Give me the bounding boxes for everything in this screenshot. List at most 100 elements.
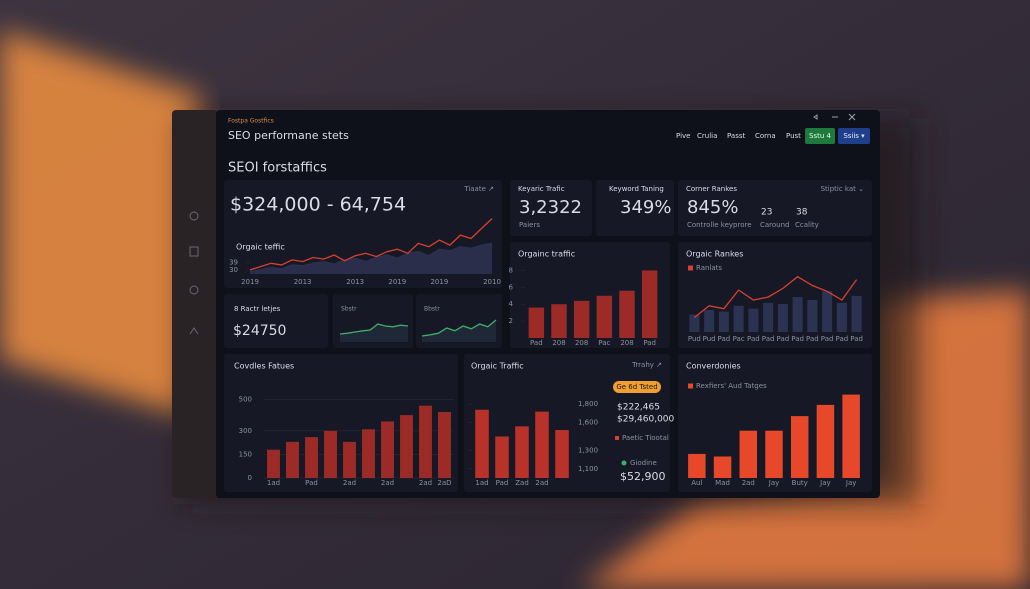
bar: [851, 295, 862, 332]
chart-title: Bbstr: [424, 306, 440, 313]
x-tick-label: Pad: [305, 479, 318, 487]
chart-title: Covdles Fatues: [234, 362, 294, 371]
window-controls[interactable]: [813, 113, 856, 121]
bar: [381, 421, 394, 478]
x-tick-label: Pad: [718, 335, 731, 343]
x-tick-label: 2013: [346, 278, 364, 286]
kpi-note: Paiers: [519, 221, 540, 229]
legend-label: Rexfiers' Aud Tatges: [696, 382, 767, 390]
nav-button[interactable]: Passt: [727, 132, 745, 140]
kpi-label: Keyword Taning: [609, 185, 664, 193]
select-button-label[interactable]: Ssiis ▾: [843, 132, 865, 140]
x-tick-label: 2010: [483, 278, 501, 286]
y-tick-label: 300: [239, 427, 252, 435]
x-tick-label: Pad: [777, 335, 790, 343]
y-tick-label: 150: [239, 450, 252, 458]
side-value: $52,900: [620, 470, 666, 483]
chart-title: Orgainc traffic: [518, 250, 575, 259]
nav-button[interactable]: Pust: [786, 132, 801, 140]
x-tick-label: 2013: [294, 278, 312, 286]
kpi-value: 349%: [620, 197, 671, 218]
kpi-value: 23: [761, 208, 772, 218]
x-tick-label: 2019: [388, 278, 406, 286]
bar: [324, 430, 337, 478]
x-tick-label: Pad: [836, 335, 849, 343]
x-tick-label: Mad: [715, 479, 730, 487]
bar: [739, 430, 758, 478]
bar: [515, 426, 529, 478]
bar: [790, 416, 809, 478]
kpi-label: Keyaric Trafic: [518, 185, 565, 193]
line: [421, 319, 497, 337]
x-tick-label: 2ad: [381, 479, 394, 487]
x-tick-label: Pad: [643, 339, 656, 347]
nav-button[interactable]: Crulia: [697, 132, 717, 140]
sidebar-icons: [189, 211, 199, 335]
x-tick-label: Zad: [515, 479, 529, 487]
x-tick-label: Pad: [791, 335, 804, 343]
x-tick-label: Pad: [821, 335, 834, 343]
legend-swatch: [688, 265, 693, 271]
y-tick-label: 8: [509, 266, 513, 274]
kpi-label: Corner Rankes: [686, 185, 737, 193]
bar: [535, 411, 549, 478]
light-shaft: [0, 30, 200, 420]
chart-title: Sbstr: [341, 306, 357, 313]
area: [340, 324, 408, 342]
kpi-value: 3,2322: [519, 197, 582, 218]
page-title: SEO performane stets: [228, 129, 349, 142]
x-tick-label: 1ad: [475, 479, 488, 487]
x-tick-label: 208: [620, 339, 633, 347]
bar: [763, 302, 774, 332]
x-tick-label: Buty: [792, 479, 808, 487]
bar: [842, 394, 860, 478]
x-tick-label: Pad: [806, 335, 819, 343]
x-tick-label: 2ad: [535, 479, 548, 487]
legend-swatch: [621, 460, 627, 466]
bar: [807, 300, 818, 332]
y-tick-label: 0: [248, 474, 252, 482]
x-tick-label: Pac: [598, 339, 610, 347]
bar: [688, 453, 706, 478]
y-tick-label: 30: [229, 266, 238, 274]
chart-title: Converdonies: [686, 362, 741, 371]
x-tick-label: Jay: [845, 479, 857, 487]
legend-swatch: [688, 383, 693, 389]
primary-button-label[interactable]: Sstu 4: [809, 132, 831, 140]
line: [249, 242, 493, 273]
x-tick-label: 1ad: [267, 479, 280, 487]
eyebrow: Fostpa Gostfics: [228, 118, 274, 125]
line: [693, 275, 858, 319]
bar: [419, 405, 432, 478]
x-tick-label: Jay: [768, 479, 780, 487]
x-tick-label: 2019: [430, 278, 448, 286]
area: [250, 243, 492, 274]
link[interactable]: Trrahy ↗: [631, 361, 662, 369]
chart-title: Orgaic Traffic: [471, 362, 524, 371]
primary-button[interactable]: [805, 128, 835, 144]
bar: [305, 437, 318, 478]
x-tick-label: 2ad: [343, 479, 356, 487]
side-legend: Giodine: [630, 459, 657, 467]
x-tick-label: Pud: [688, 335, 701, 343]
bar: [573, 300, 590, 338]
y-tick-label: 39: [229, 258, 238, 266]
filter[interactable]: Stiptic kat ⌄: [821, 185, 864, 193]
bar: [765, 430, 783, 478]
side-value: $29,460,000: [617, 415, 675, 425]
y-tick-label: 1,300: [578, 446, 598, 454]
x-tick-label: 2aD: [437, 479, 451, 487]
bar: [718, 311, 729, 332]
select-button[interactable]: [838, 128, 870, 144]
nav-button[interactable]: Corna: [755, 132, 776, 140]
bar: [267, 449, 280, 478]
bar: [822, 291, 833, 332]
link[interactable]: Tiaate ↗: [463, 185, 494, 193]
nav-button[interactable]: Pive: [676, 132, 690, 140]
x-tick-label: 208: [575, 339, 588, 347]
x-tick-label: 208: [552, 339, 565, 347]
bar: [551, 304, 567, 338]
legend-swatch: [615, 436, 619, 440]
bar: [748, 308, 759, 332]
